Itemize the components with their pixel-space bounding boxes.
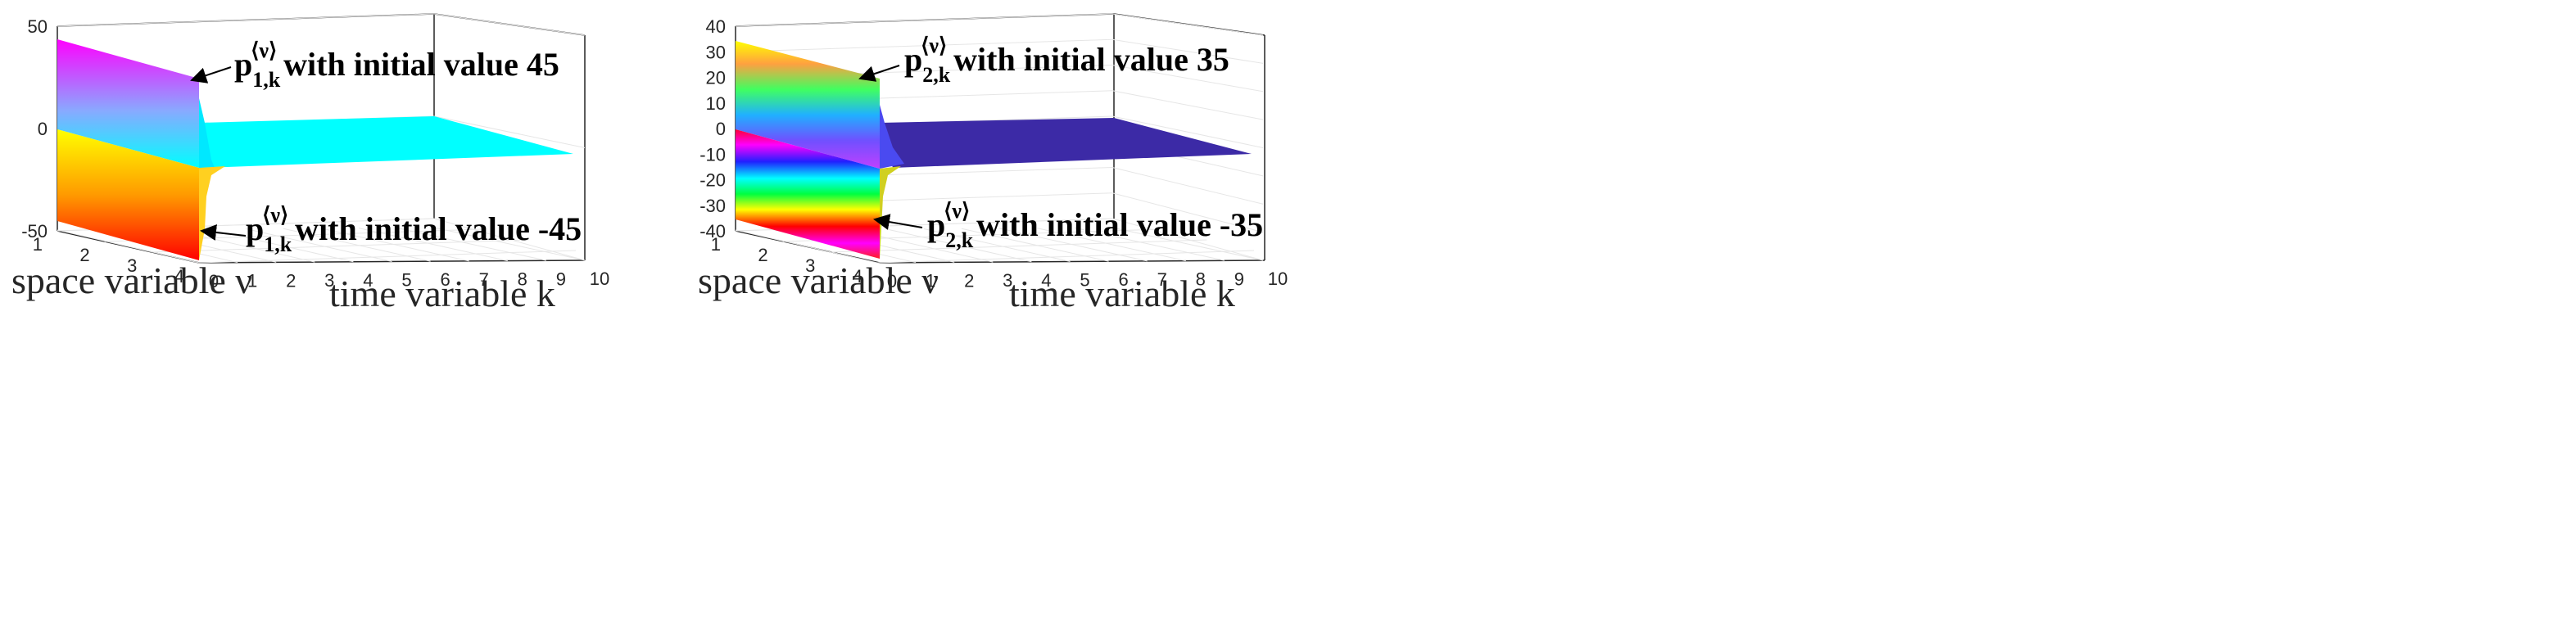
chart-1-ytick-label: 1 — [33, 234, 43, 255]
chart-2-ticks: 40 30 20 10 0 -10 -20 -30 -40 0 1 2 3 4 5 6 7 8 9 10 1 2 3 4 — [699, 16, 1288, 291]
chart-1-ygrid-line — [198, 250, 577, 264]
chart-2-ztick-label: 0 — [716, 119, 726, 139]
chart-2-xgrid-line — [1036, 228, 1186, 262]
chart-1-transition-top — [199, 79, 215, 168]
chart-1-xtick-label: 4 — [363, 270, 373, 291]
chart-2-ztick-label: 20 — [706, 68, 726, 88]
chart-1-xtick-label: 1 — [247, 271, 257, 291]
chart-1-xtick-label: 10 — [590, 269, 609, 289]
chart-2-ztick-label: 30 — [706, 42, 726, 62]
chart-1-xtick-label: 6 — [440, 269, 450, 290]
chart-1-xtick-label: 5 — [401, 270, 411, 291]
chart-1-ytick-label: 2 — [79, 245, 89, 265]
chart-1-zgrid-line-right — [433, 218, 586, 261]
chart-1-xlabel: time variable k — [329, 273, 555, 314]
chart-2-xtick-label: 6 — [1118, 269, 1128, 290]
chart-2-zgrid-line-right — [1111, 167, 1264, 205]
chart-2-bottom-sheet — [736, 129, 880, 259]
chart-1-arrow-bottom — [200, 224, 247, 241]
chart-2-xtick-label: 2 — [964, 270, 974, 291]
chart-2-xtick-label: 10 — [1268, 269, 1288, 289]
chart-1-plateau — [199, 116, 573, 168]
chart-2-transition-top — [880, 79, 904, 169]
chart-2-ztick-label: 40 — [706, 16, 726, 37]
chart-1-ticks: 50 0 -50 0 1 2 3 4 5 6 7 8 9 10 1 2 3 4 — [21, 16, 609, 291]
chart-2: p2,k⟨ν⟩ with initial value 35 p2,k⟨ν⟩ with… — [698, 13, 1288, 314]
chart-2-ytick-label: 1 — [711, 234, 721, 255]
chart-2-ytick-label: 4 — [853, 266, 862, 287]
chart-1-zgrid-line — [57, 13, 435, 27]
chart-1-bottom-sheet — [57, 129, 199, 260]
chart-2-ztick-label: 10 — [706, 93, 726, 114]
chart-1-xgrid-line — [57, 229, 200, 264]
chart-1-arrow-top — [190, 66, 232, 84]
chart-2-ygrid-line — [876, 250, 1255, 264]
chart-2-xgrid-line — [1111, 227, 1264, 261]
chart-1-ztick-label: 0 — [38, 119, 48, 139]
chart-1-ygrid-line — [152, 239, 529, 253]
chart-2-xtick-label: 8 — [1196, 269, 1206, 290]
chart-2-top-sheet — [736, 41, 880, 169]
chart-2-ztick-label: -30 — [699, 196, 726, 216]
chart-2-zgrid-line-right — [1111, 65, 1264, 93]
chart-2-xtick-label: 5 — [1080, 270, 1089, 291]
chart-1-top-sheet — [57, 39, 199, 168]
chart-1-xgrid-line — [358, 228, 508, 262]
chart-2-xtick-label: 3 — [1003, 270, 1012, 291]
chart-2-zgrid-line-right — [1111, 192, 1264, 233]
chart-2-xgrid-line — [923, 228, 1071, 262]
chart-1-transition-bottom — [199, 166, 225, 260]
chart-2-xgrid-line — [735, 229, 878, 264]
chart-2-zgrid-line-right — [1111, 38, 1264, 64]
chart-2-annotation-bottom: p2,k⟨ν⟩ with initial value -35 — [927, 199, 1263, 252]
chart-2-xgrid-line — [1074, 227, 1225, 261]
chart-2-ztick-label: -10 — [699, 144, 726, 165]
chart-2-arrow-bottom — [873, 214, 923, 230]
chart-2-arrow-top — [858, 65, 900, 82]
chart-1-xgrid-line — [396, 227, 547, 261]
chart-1-xtick-label: 2 — [286, 270, 296, 291]
chart-1-xgrid-line — [433, 227, 586, 261]
chart-1-ztick-label: 50 — [28, 16, 48, 37]
chart-1-xtick-label: 3 — [324, 270, 334, 291]
chart-2-annotation-top: p2,k⟨ν⟩ with initial value 35 — [904, 34, 1229, 87]
chart-1: p1,k⟨ν⟩ with initial value 45 p1,k⟨ν⟩ with… — [11, 13, 609, 314]
chart-2-zgrid-line — [735, 38, 1113, 52]
chart-2-zgrid-line-right — [1111, 13, 1264, 36]
chart-2-zgrid-line-right — [1111, 218, 1264, 261]
chart-2-ztick-label: -20 — [699, 170, 726, 191]
chart-2-zgrid-line-right — [1111, 90, 1264, 120]
chart-1-ytick-label: 3 — [127, 255, 137, 276]
chart-2-ytick-label: 2 — [758, 245, 767, 265]
chart-2-transition-bottom — [880, 166, 901, 259]
chart-2-xtick-label: 4 — [1041, 270, 1051, 291]
chart-1-annotation-top: p1,k⟨ν⟩ with initial value 45 — [234, 38, 559, 92]
chart-2-plateau — [880, 118, 1252, 168]
chart-1-annotation-bottom: p1,k⟨ν⟩ with initial value -45 — [246, 203, 582, 256]
chart-1-ztick-label: -50 — [21, 221, 48, 242]
chart-1-zgrid-line-right — [433, 13, 586, 36]
chart-2-zgrid-line — [735, 13, 1113, 27]
chart-2-xgrid-line — [885, 228, 1032, 263]
chart-2-xtick-label: 7 — [1157, 269, 1167, 290]
chart-2-xtick-label: 1 — [926, 271, 935, 291]
chart-1-xtick-label: 0 — [209, 271, 219, 291]
chart-1-ylabel: space variable ν — [11, 260, 252, 301]
chart-2-ztick-label: -40 — [699, 221, 726, 242]
chart-1-xtick-label: 7 — [479, 269, 489, 290]
chart-2-xtick-label: 9 — [1234, 269, 1244, 289]
chart-1-zgrid-line-right — [433, 115, 586, 148]
chart-2-ylabel: space variable ν — [698, 260, 939, 301]
chart-2-xlabel: time variable k — [1009, 273, 1235, 314]
chart-2-ytick-label: 3 — [805, 255, 815, 276]
chart-1-xgrid-line — [245, 228, 392, 262]
chart-1-ytick-label: 4 — [174, 266, 184, 287]
chart-2-zgrid-line-right — [1111, 115, 1264, 148]
chart-2-xtick-label: 0 — [887, 271, 897, 291]
chart-1-xtick-label: 8 — [518, 269, 527, 290]
chart-2-ygrid-line — [830, 239, 1207, 253]
chart-1-xtick-label: 9 — [556, 269, 566, 289]
